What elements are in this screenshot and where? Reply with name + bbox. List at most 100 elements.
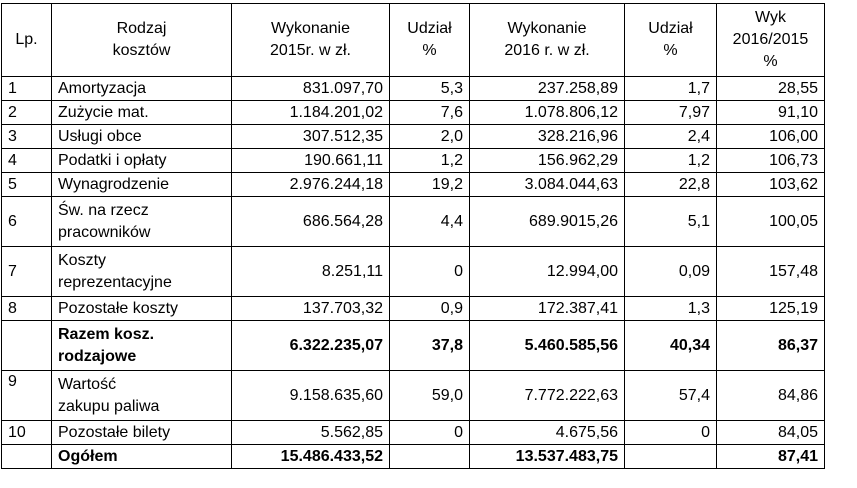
table-row: 10 Pozostałe bilety 5.562,85 0 4.675,56 …	[1, 420, 825, 445]
row-share-2015: 0,9	[389, 296, 470, 321]
row-share-2016: 0,09	[624, 246, 717, 297]
row-share-2016: 1,7	[624, 76, 717, 101]
row-name: Zużycie mat.	[51, 100, 232, 125]
row-lp: 9	[1, 370, 52, 421]
row-name: Koszty reprezentacyjne	[51, 246, 232, 297]
total-row: Ogółem 15.486.433,52 13.537.483,75 87,41	[1, 444, 825, 469]
row-share-2016: 57,4	[624, 370, 717, 421]
row-ratio: 91,10	[716, 100, 825, 125]
row-share-2015: 59,0	[389, 370, 470, 421]
row-ratio: 86,37	[716, 320, 825, 371]
row-w2016: 7.772.222,63	[469, 370, 625, 421]
row-w2015: 5.562,85	[231, 420, 390, 445]
row-share-2015: 5,3	[389, 76, 470, 101]
row-name: Razem kosz. rodzajowe	[51, 320, 232, 371]
row-w2016: 1.078.806,12	[469, 100, 625, 125]
header-lp: Lp.	[1, 3, 52, 77]
row-ratio: 84,86	[716, 370, 825, 421]
table-row: 4 Podatki i opłaty 190.661,11 1,2 156.96…	[1, 148, 825, 173]
row-share-2016: 2,4	[624, 124, 717, 149]
row-w2016: 5.460.585,56	[469, 320, 625, 371]
row-w2016: 156.962,29	[469, 148, 625, 173]
row-name: Amortyzacja	[51, 76, 232, 101]
row-lp: 8	[1, 296, 52, 321]
row-lp	[1, 320, 52, 371]
row-w2015: 1.184.201,02	[231, 100, 390, 125]
row-share-2015: 0	[389, 246, 470, 297]
table-row: 6 Św. na rzecz pracowników 686.564,28 4,4…	[1, 196, 825, 247]
table-row: 7 Koszty reprezentacyjne 8.251,11 0 12.99…	[1, 246, 825, 297]
row-lp: 3	[1, 124, 52, 149]
header-kind: Rodzaj kosztów	[51, 3, 232, 77]
row-w2016: 689.9015,26	[469, 196, 625, 247]
row-name: Św. na rzecz pracowników	[51, 196, 232, 247]
row-name: Pozostałe bilety	[51, 420, 232, 445]
row-w2015: 307.512,35	[231, 124, 390, 149]
table-row: 2 Zużycie mat. 1.184.201,02 7,6 1.078.80…	[1, 100, 825, 125]
header-share-2016: Udział%	[624, 3, 717, 77]
costs-table: Lp. Rodzaj kosztów Wykonanie 2015r. w zł. …	[1, 3, 825, 469]
row-ratio: 84,05	[716, 420, 825, 445]
header-share-2015: Udział%	[389, 3, 470, 77]
row-ratio: 100,05	[716, 196, 825, 247]
table-row: 8 Pozostałe koszty 137.703,32 0,9 172.38…	[1, 296, 825, 321]
row-share-2016: 40,34	[624, 320, 717, 371]
row-lp: 6	[1, 196, 52, 247]
row-w2016: 13.537.483,75	[469, 444, 625, 469]
row-w2016: 237.258,89	[469, 76, 625, 101]
header-w2015: Wykonanie 2015r. w zł.	[231, 3, 390, 77]
row-w2016: 172.387,41	[469, 296, 625, 321]
row-ratio: 87,41	[716, 444, 825, 469]
row-lp: 2	[1, 100, 52, 125]
row-ratio: 28,55	[716, 76, 825, 101]
row-w2016: 4.675,56	[469, 420, 625, 445]
row-name: Wynagrodzenie	[51, 172, 232, 197]
row-share-2016: 1,2	[624, 148, 717, 173]
row-lp: 10	[1, 420, 52, 445]
row-lp	[1, 444, 52, 469]
row-share-2015: 0	[389, 420, 470, 445]
row-share-2015: 37,8	[389, 320, 470, 371]
row-share-2016: 22,8	[624, 172, 717, 197]
table-row: 3 Usługi obce 307.512,35 2,0 328.216,96 …	[1, 124, 825, 149]
row-ratio: 125,19	[716, 296, 825, 321]
row-share-2015: 4,4	[389, 196, 470, 247]
row-ratio: 106,00	[716, 124, 825, 149]
row-w2015: 137.703,32	[231, 296, 390, 321]
row-share-2015: 2,0	[389, 124, 470, 149]
row-w2015: 190.661,11	[231, 148, 390, 173]
row-lp: 4	[1, 148, 52, 173]
row-name: Ogółem	[51, 444, 232, 469]
row-name: Pozostałe koszty	[51, 296, 232, 321]
subtotal-row: Razem kosz. rodzajowe 6.322.235,07 37,8 5…	[1, 320, 825, 371]
row-name: Podatki i opłaty	[51, 148, 232, 173]
row-w2015: 15.486.433,52	[231, 444, 390, 469]
row-w2015: 8.251,11	[231, 246, 390, 297]
row-w2015: 2.976.244,18	[231, 172, 390, 197]
row-w2016: 328.216,96	[469, 124, 625, 149]
row-share-2015	[389, 444, 470, 469]
row-name: Usługi obce	[51, 124, 232, 149]
row-w2015: 9.158.635,60	[231, 370, 390, 421]
row-lp: 5	[1, 172, 52, 197]
header-w2016: Wykonanie 2016 r. w zł.	[469, 3, 625, 77]
row-ratio: 103,62	[716, 172, 825, 197]
row-share-2016	[624, 444, 717, 469]
header-ratio: Wyk 2016/2015%	[716, 3, 825, 77]
row-name: Wartość zakupu paliwa	[51, 370, 232, 421]
row-share-2015: 19,2	[389, 172, 470, 197]
row-lp: 7	[1, 246, 52, 297]
row-share-2016: 7,97	[624, 100, 717, 125]
row-w2016: 3.084.044,63	[469, 172, 625, 197]
row-ratio: 106,73	[716, 148, 825, 173]
row-lp: 1	[1, 76, 52, 101]
row-share-2016: 5,1	[624, 196, 717, 247]
table-row: 9 Wartość zakupu paliwa 9.158.635,60 59,0…	[1, 370, 825, 421]
row-share-2015: 1,2	[389, 148, 470, 173]
row-w2015: 6.322.235,07	[231, 320, 390, 371]
header-row: Lp. Rodzaj kosztów Wykonanie 2015r. w zł. …	[1, 3, 825, 77]
table-row: 1 Amortyzacja 831.097,70 5,3 237.258,89 …	[1, 76, 825, 101]
row-w2015: 831.097,70	[231, 76, 390, 101]
row-share-2016: 1,3	[624, 296, 717, 321]
row-w2015: 686.564,28	[231, 196, 390, 247]
